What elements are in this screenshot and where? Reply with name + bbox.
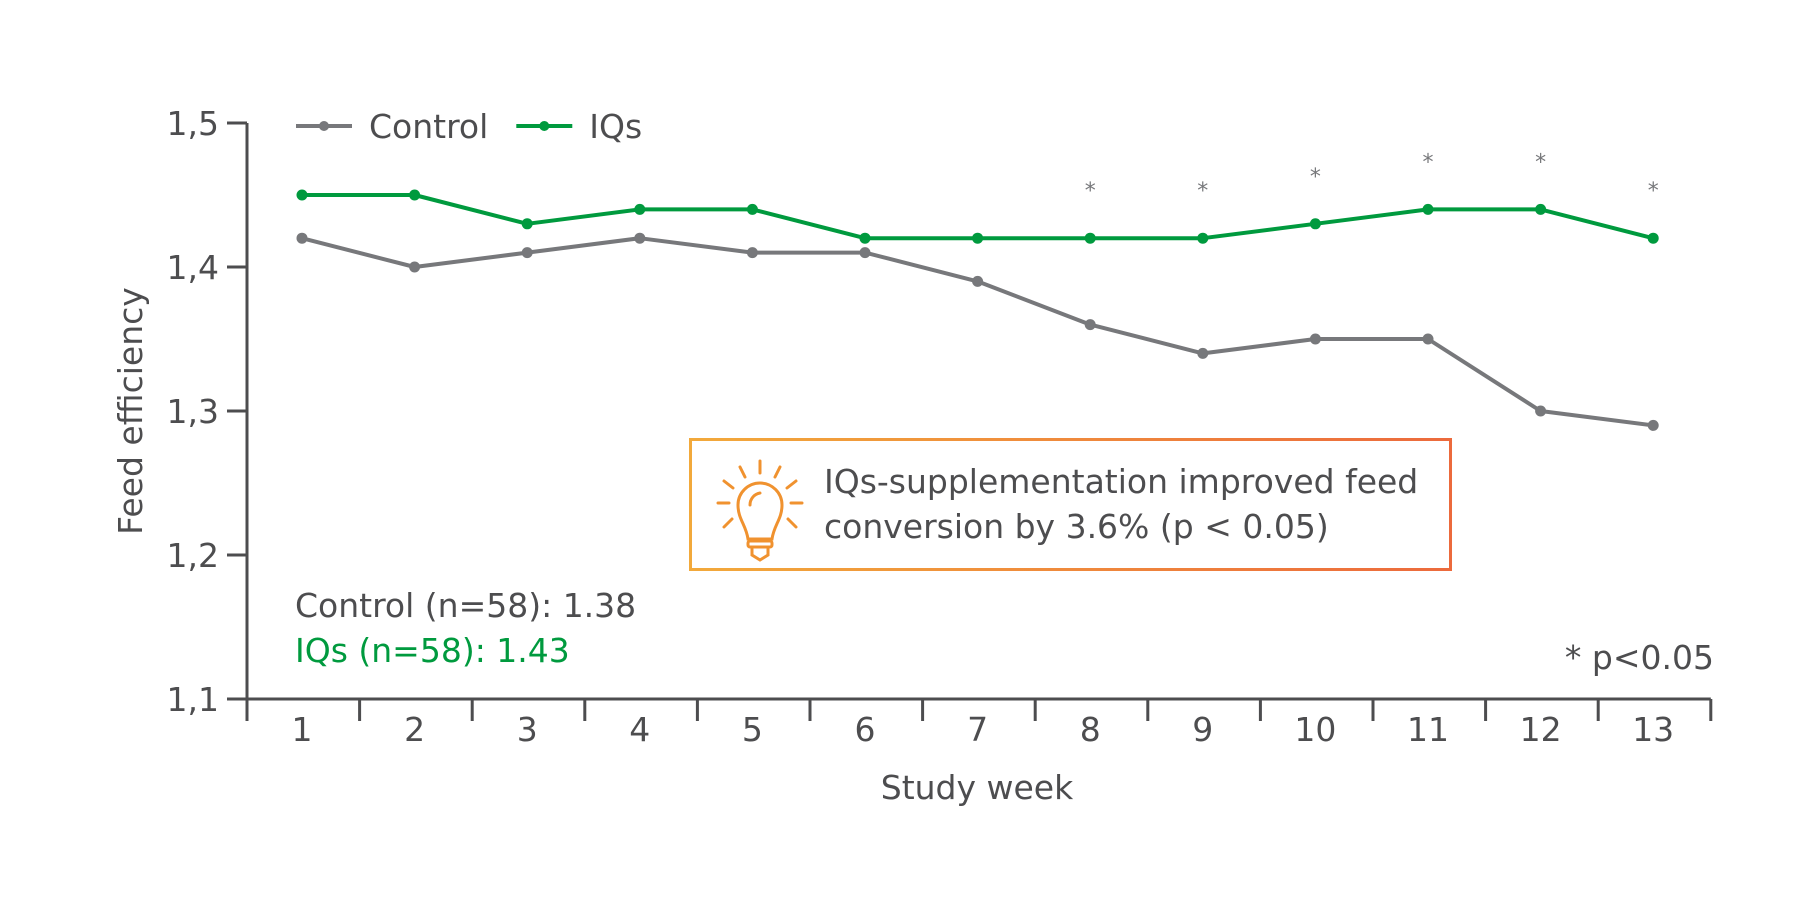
legend-control-label: Control: [369, 107, 488, 146]
iqs-point: [409, 189, 421, 201]
y-tick-label: 1,1: [167, 680, 219, 719]
iqs-point: [521, 218, 533, 230]
iqs-point: [1084, 232, 1096, 244]
control-point: [1309, 333, 1321, 345]
legend-control-marker: [319, 121, 329, 131]
control-point: [521, 247, 533, 259]
iqs-point: [746, 203, 758, 215]
iqs-point: [1197, 232, 1209, 244]
x-tick-label: 3: [517, 710, 538, 749]
x-tick-label: 2: [404, 710, 425, 749]
iqs-series-line: [302, 193, 1654, 241]
x-tick-label: 12: [1520, 710, 1562, 749]
x-tick-label: 5: [742, 710, 763, 749]
x-tick-label: 7: [967, 710, 988, 749]
callout-text: IQs-supplementation improved feed conver…: [824, 459, 1418, 549]
significance-star: *: [1197, 179, 1208, 204]
callout-line-1: IQs-supplementation improved feed: [824, 462, 1419, 501]
lightbulb-icon: [716, 459, 804, 562]
significance-star: *: [1648, 179, 1659, 204]
y-tick-label: 1,5: [167, 104, 219, 143]
y-tick-label: 1,3: [167, 392, 219, 431]
significance-note: * p<0.05: [1564, 638, 1714, 677]
x-axis-title: Study week: [881, 768, 1074, 807]
x-tick-label: 4: [629, 710, 650, 749]
callout-line-2: conversion by 3.6% (p < 0.05): [824, 507, 1329, 546]
control-point: [409, 261, 421, 273]
y-tick-label: 1,4: [167, 248, 219, 287]
x-tick-label: 13: [1632, 710, 1674, 749]
control-point: [746, 247, 758, 259]
control-mean-label: Control (n=58): 1.38: [295, 586, 637, 625]
iqs-point: [1422, 203, 1434, 215]
iqs-point: [972, 232, 984, 244]
iqs-point: [296, 189, 308, 201]
significance-star: *: [1310, 165, 1321, 190]
iqs-mean-label: IQs (n=58): 1.43: [295, 631, 570, 670]
callout-box: IQs-supplementation improved feed conver…: [689, 438, 1452, 571]
x-tick-label: 11: [1407, 710, 1449, 749]
y-axis-title: Feed efficiency: [111, 287, 150, 535]
control-point: [1535, 405, 1547, 417]
control-point: [1647, 419, 1659, 431]
iqs-point: [1535, 203, 1547, 215]
x-tick-label: 8: [1080, 710, 1101, 749]
iqs-point: [1309, 218, 1321, 230]
legend-iqs-label: IQs: [589, 107, 642, 146]
x-tick-label: 1: [292, 710, 313, 749]
control-point: [296, 232, 308, 244]
legend-iqs-marker: [539, 121, 550, 131]
significance-star: *: [1535, 150, 1546, 175]
x-tick-label: 10: [1294, 710, 1336, 749]
control-point: [1422, 333, 1434, 345]
y-tick-label: 1,2: [167, 536, 219, 575]
iqs-point: [634, 203, 646, 215]
control-point: [1197, 347, 1209, 359]
x-tick-label: 9: [1192, 710, 1213, 749]
control-point: [972, 275, 984, 287]
control-point: [1084, 319, 1096, 331]
control-point: [859, 247, 871, 259]
x-tick-label: 6: [855, 710, 876, 749]
iqs-point: [859, 232, 871, 244]
significance-star: *: [1423, 150, 1434, 175]
iqs-point: [1647, 232, 1659, 244]
significance-star: *: [1085, 179, 1096, 204]
control-series-line: [301, 236, 1654, 428]
control-point: [634, 232, 646, 244]
